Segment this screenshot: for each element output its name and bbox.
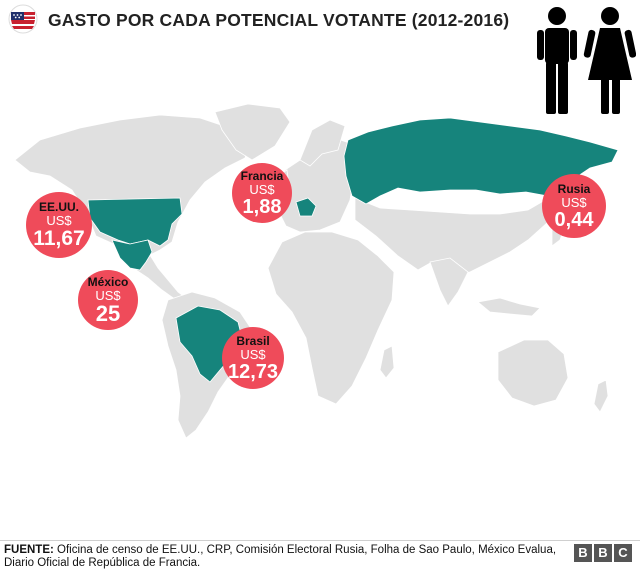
land-madagascar (379, 345, 395, 379)
country-usa (87, 197, 183, 247)
world-map (14, 103, 619, 439)
bubble-value: 12,73 (227, 360, 279, 383)
source-label: FUENTE: (4, 544, 54, 556)
land-scandinavia (299, 119, 346, 167)
bubble-currency: US$ (249, 181, 275, 197)
source-note: FUENTE: Oficina de censo de EE.UU., CRP,… (4, 544, 564, 570)
bubble-country: Brasil (236, 333, 270, 348)
land-asia (354, 169, 561, 279)
bubble-country: Francia (240, 168, 284, 183)
bubble-usa: EE.UU. US$ 11,67 (26, 192, 92, 258)
land-indonesia (477, 297, 541, 317)
bubble-country: Rusia (557, 181, 591, 196)
bubble-value: 1,88 (242, 195, 282, 218)
country-france (295, 197, 317, 217)
bubble-country: México (87, 274, 129, 289)
bubble-value: 0,44 (554, 208, 594, 231)
bbc-logo-letter: B (594, 544, 612, 562)
land-greenland (214, 103, 291, 161)
bubble-currency: US$ (46, 213, 72, 228)
bubble-currency: US$ (240, 346, 266, 362)
bbc-logo-letter: B (574, 544, 592, 562)
us-flag-badge-icon (8, 4, 38, 34)
source-text: Oficina de censo de EE.UU., CRP, Comisió… (4, 544, 557, 570)
bubble-currency: US$ (95, 287, 121, 303)
bubble-mexico: México US$ 25 (78, 270, 138, 330)
bbc-logo-letter: C (614, 544, 632, 562)
bubble-brazil: Brasil US$ 12,73 (222, 327, 284, 389)
bubble-country: EE.UU. (38, 200, 79, 214)
country-mexico (111, 239, 153, 271)
bubble-value: 11,67 (33, 227, 85, 250)
land-india (429, 257, 469, 307)
bbc-logo: B B C (574, 544, 632, 562)
header: GASTO POR CADA POTENCIAL VOTANTE (2012-2… (0, 0, 640, 40)
bubble-value: 25 (95, 300, 121, 326)
land-australia (497, 339, 569, 407)
land-africa (267, 231, 395, 405)
bubble-currency: US$ (561, 194, 587, 210)
bubble-russia: Rusia US$ 0,44 (542, 174, 606, 238)
bubble-france: Francia US$ 1,88 (232, 163, 292, 223)
page-title: GASTO POR CADA POTENCIAL VOTANTE (2012-2… (48, 10, 510, 30)
man-woman-icon (537, 7, 636, 114)
footer-divider (0, 540, 640, 541)
land-new-zealand (593, 379, 609, 413)
